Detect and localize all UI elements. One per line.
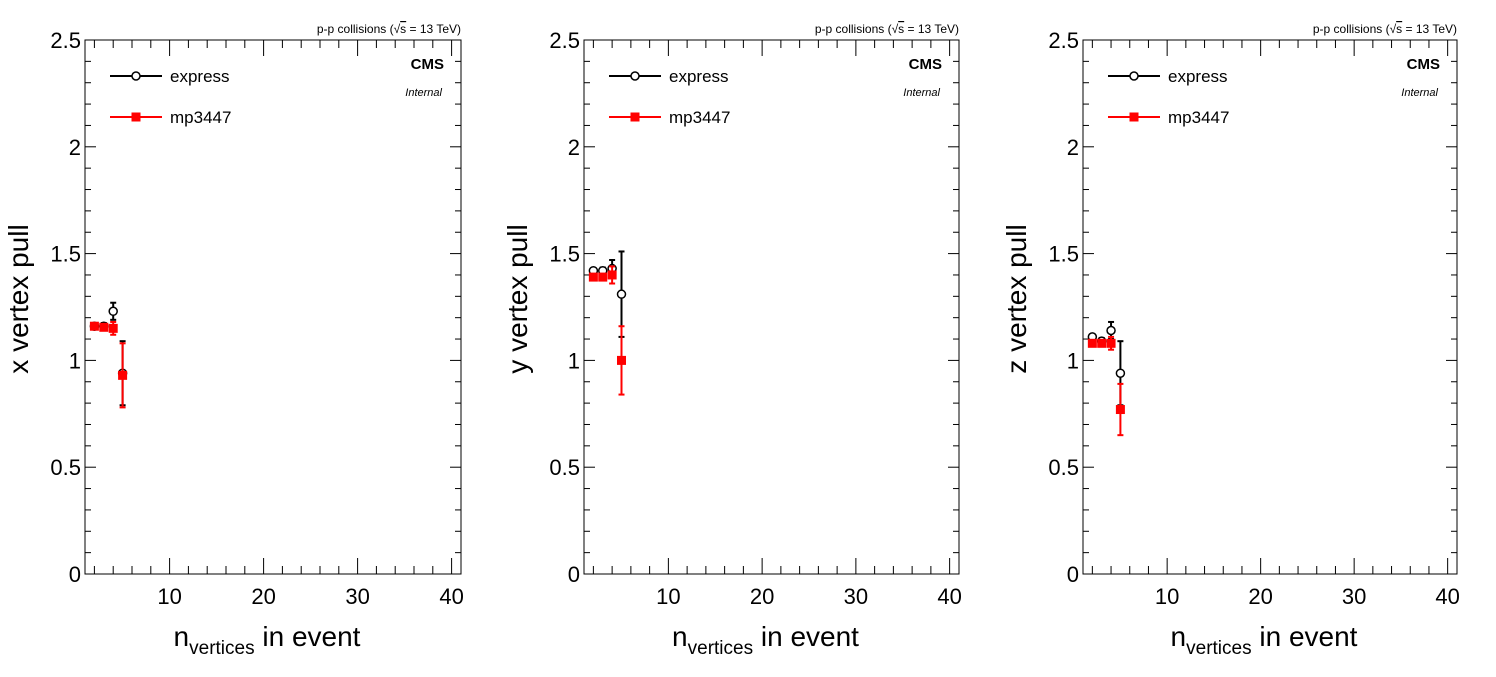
x-tick-label: 30 [345,584,369,609]
internal-label: Internal [1401,87,1438,99]
x-axis-title: nvertices in event [672,621,859,659]
y-tick-label: 0.5 [1048,455,1079,480]
y-tick-label: 0 [1067,562,1079,587]
y-tick-label: 0 [568,562,580,587]
data-point-express [616,289,627,299]
legend-marker-express [1129,71,1139,81]
x-tick-label: 30 [1342,584,1366,609]
y-tick-label: 2 [1067,135,1079,160]
series-express [1087,320,1126,407]
cms-label: CMS [1407,56,1440,73]
series-mp3447 [588,265,626,396]
x-tick-label: 40 [937,584,961,609]
chart-panel-2: 10 20 30 40 0 0.5 1 1.5 2 2.5 y vertex pull nvertic… [502,22,962,659]
legend: express mp3447 [110,67,231,127]
data-point-mp3447 [588,272,598,282]
x-tick-label: 20 [750,584,774,609]
cms-label: CMS [909,56,942,73]
legend-label-express: express [669,67,729,86]
legend-marker-mp3447 [1129,112,1139,122]
legend-label-mp3447: mp3447 [170,108,231,127]
collision-header: p-p collisions (√s = 13 TeV) [1313,22,1457,36]
y-axis-title: x vertex pull [3,224,34,373]
data-point-express [1115,368,1126,378]
legend-label-mp3447: mp3447 [1168,108,1229,127]
x-axis-title: nvertices in event [1171,621,1358,659]
data-point-mp3447 [598,272,608,282]
data-point-express [1106,325,1116,336]
plot-frame [583,39,960,575]
y-tick-label: 0.5 [50,455,81,480]
cms-label: CMS [411,56,444,73]
data-point-mp3447 [118,370,128,380]
legend-label-express: express [170,67,230,86]
data-point-mp3447 [617,355,626,365]
legend: express mp3447 [1108,67,1229,127]
y-tick-label: 1 [1067,348,1079,373]
y-tick-label: 2.5 [549,28,580,53]
y-tick-label: 1.5 [50,242,81,267]
y-tick-label: 2 [69,135,81,160]
y-tick-label: 1 [568,348,580,373]
y-tick-label: 1 [69,348,81,373]
internal-label: Internal [903,87,940,99]
collision-header: p-p collisions (√s = 13 TeV) [815,22,959,36]
x-tick-label: 40 [1435,584,1459,609]
y-tick-label: 0 [69,562,81,587]
y-tick-label: 0.5 [549,455,580,480]
data-point-mp3447 [108,323,118,333]
data-point-mp3447 [99,322,109,332]
data-point-mp3447 [1106,338,1116,348]
y-axis-title: z vertex pull [1001,224,1032,373]
series-express [588,250,627,338]
y-tick-label: 1.5 [1048,242,1079,267]
y-tick-label: 1.5 [549,242,580,267]
x-tick-label: 40 [439,584,463,609]
legend-label-express: express [1168,67,1228,86]
legend-marker-express [630,71,640,81]
x-tick-label: 10 [656,584,680,609]
chart-panel-1: 10 20 30 40 0 0.5 1 1.5 2 2.5 x vertex pull nvertic… [3,22,464,659]
data-point-mp3447 [1097,338,1107,348]
data-point-mp3447 [89,321,99,331]
chart-panel-3: 10 20 30 40 0 0.5 1 1.5 2 2.5 z vertex pull nvertic… [1001,22,1460,659]
data-point-express [108,306,118,317]
y-axis-title: y vertex pull [502,224,533,373]
legend: express mp3447 [609,67,730,127]
internal-label: Internal [405,87,442,99]
x-tick-label: 20 [1248,584,1272,609]
x-tick-label: 10 [157,584,181,609]
data-point-mp3447 [1115,405,1125,415]
data-point-mp3447 [1087,338,1097,348]
legend-marker-mp3447 [131,112,141,122]
x-axis-title: nvertices in event [174,621,361,659]
legend-label-mp3447: mp3447 [669,108,730,127]
data-point-mp3447 [607,270,617,280]
series-express [89,301,128,407]
legend-marker-mp3447 [630,112,640,122]
series-mp3447 [1087,335,1125,437]
y-tick-label: 2.5 [1048,28,1079,53]
x-tick-label: 10 [1155,584,1179,609]
legend-marker-express [131,71,141,81]
collision-header: p-p collisions (√s = 13 TeV) [317,22,461,36]
x-tick-label: 30 [844,584,868,609]
y-tick-label: 2 [568,135,580,160]
plot-frame [1082,39,1458,575]
plot-frame [84,39,462,575]
series-mp3447 [89,320,128,409]
x-tick-label: 20 [251,584,275,609]
y-tick-label: 2.5 [50,28,81,53]
